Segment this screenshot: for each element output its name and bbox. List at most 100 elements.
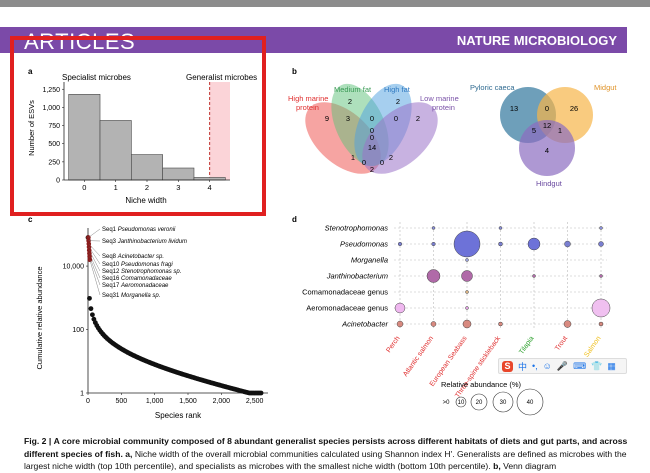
caption-b-text: Venn diagram [503, 461, 556, 471]
fish-label: Perch [385, 335, 401, 354]
caption-a-tag: a, [125, 449, 132, 459]
microphone-icon[interactable]: 🎤 [557, 361, 568, 372]
abundance-bubble [533, 275, 536, 278]
venn-label-pc: Pyloric caeca [470, 83, 515, 92]
abundance-bubble [600, 275, 603, 278]
panel-d-letter: d [292, 215, 297, 224]
venn-diet-count: 9 [325, 114, 329, 123]
fish-label: Tilapia [518, 335, 535, 356]
x-tick-label: 500 [115, 398, 127, 405]
taxon-label: Pseudomonas [340, 240, 388, 249]
venn-diet-count: 1 [351, 153, 355, 162]
skin-icon[interactable]: 👕 [591, 361, 602, 372]
abundance-bubble [600, 227, 603, 230]
figure-caption: Fig. 2 | A core microbial community comp… [24, 435, 634, 473]
venn-label-hmp-2: protein [296, 103, 319, 112]
emoji-icon[interactable]: ☺ [543, 361, 552, 371]
abundance-bubble [454, 231, 480, 257]
x-tick-label: 1,500 [179, 398, 197, 405]
annotation-label: Seq10 Pseudomonas fragi [102, 262, 173, 268]
ime-toolbar[interactable]: S 中 •, ☺ 🎤 ⌨ 👕 ▦ [498, 358, 627, 374]
annotation-label: Seq31 Morganella sp. [102, 293, 160, 299]
x-tick-label: 2,000 [213, 398, 231, 405]
abundance-bubble [397, 321, 403, 327]
taxon-label: Comamonadaceae genus [302, 288, 388, 297]
venn-gut-count: 4 [545, 146, 549, 155]
abundance-bubble [499, 227, 502, 230]
abundance-bubble [466, 307, 469, 310]
legend-size-label: 40 [527, 400, 534, 406]
venn-label-hf: High fat [384, 85, 411, 94]
abundance-bubble [431, 322, 436, 327]
panel-c-letter: c [28, 215, 33, 224]
annotation-label: Seq1 Pseudomonas veronii [102, 227, 176, 233]
annotation-label: Seq16 Comamonadaceae [102, 276, 172, 282]
rank-point [87, 296, 92, 301]
fish-label: Atlantic salmon [402, 335, 435, 378]
abundance-bubble [462, 271, 473, 282]
panel-b-letter: b [292, 67, 297, 76]
abundance-bubble [592, 299, 610, 317]
abundance-bubble [466, 259, 469, 262]
venn-label-hg: Hindgut [536, 179, 563, 188]
abundance-bubble [564, 321, 571, 328]
annotation-label: Seq12 Stenotrophomonas sp. [102, 269, 181, 275]
legend-title: Relative abundance (%) [441, 380, 522, 389]
venn-label-mg: Midgut [594, 83, 617, 92]
venn-diet-count: 0 [370, 114, 374, 123]
toolbox-icon[interactable]: ▦ [607, 361, 616, 372]
abundance-bubble [599, 242, 604, 247]
x-tick-label: 1,000 [146, 398, 164, 405]
panel-b: b High marine protein Medium fat High fa… [288, 67, 617, 188]
annotation-leader [90, 260, 100, 295]
abundance-bubble [432, 227, 435, 230]
venn-label-mf: Medium fat [334, 85, 372, 94]
annotation-label: Seq17 Aeromonadaceae [102, 283, 169, 289]
caption-label: Fig. 2 | [24, 436, 51, 446]
highlight-box [10, 36, 266, 216]
taxon-label: Morganella [351, 256, 388, 265]
abundance-bubble [499, 322, 503, 326]
y-tick-label: 100 [72, 327, 84, 334]
rank-point [90, 312, 95, 317]
venn-diet-count: 2 [389, 153, 393, 162]
venn-diet-count: 3 [346, 114, 350, 123]
venn-gut-count: 26 [570, 104, 578, 113]
venn-gut-count: 1 [558, 126, 562, 135]
abundance-bubble [395, 303, 405, 313]
taxon-label: Janthinobacterium [326, 272, 388, 281]
venn-label-lmp-2: protein [432, 103, 455, 112]
legend-size-label: 30 [500, 400, 507, 406]
panel-d: d StenotrophomonasPseudomonasMorganellaJ… [292, 215, 610, 415]
venn-diet-count: 0 [370, 133, 374, 142]
venn-gut-count: 13 [510, 104, 518, 113]
abundance-bubble [427, 270, 440, 283]
y-tick-label: 10,000 [63, 264, 85, 271]
punctuation-icon[interactable]: •, [532, 361, 538, 371]
annotation-label: Seq8 Acinetobacter sp. [102, 254, 164, 260]
x-tick-label: 0 [86, 398, 90, 405]
abundance-bubble [466, 291, 469, 294]
venn-diet-count: 14 [368, 143, 376, 152]
panel-c-x-label: Species rank [155, 411, 202, 420]
abundance-bubble [565, 241, 571, 247]
venn-label-hmp-1: High marine [288, 94, 328, 103]
venn-diet-count: 0 [394, 114, 398, 123]
taxon-label: Aeromonadaceae genus [306, 304, 388, 313]
caption-b-tag: b, [493, 461, 501, 471]
panel-c-y-label: Cumulative relative abundance [35, 267, 44, 370]
venn-diet-count: 2 [416, 114, 420, 123]
ime-logo-icon[interactable]: S [502, 361, 513, 372]
chinese-mode-icon[interactable]: 中 [518, 360, 527, 373]
venn-gut-count: 5 [532, 126, 536, 135]
abundance-bubble [463, 320, 471, 328]
y-tick-label: 1 [80, 391, 84, 398]
venn-diet-count: 0 [362, 158, 366, 167]
annotation-leader [88, 229, 100, 238]
venn-diet-count: 2 [370, 165, 374, 174]
keyboard-icon[interactable]: ⌨ [573, 361, 586, 372]
venn-diet-count: 0 [380, 158, 384, 167]
venn-gut-count: 0 [545, 104, 549, 113]
venn-diet-count: 2 [396, 97, 400, 106]
